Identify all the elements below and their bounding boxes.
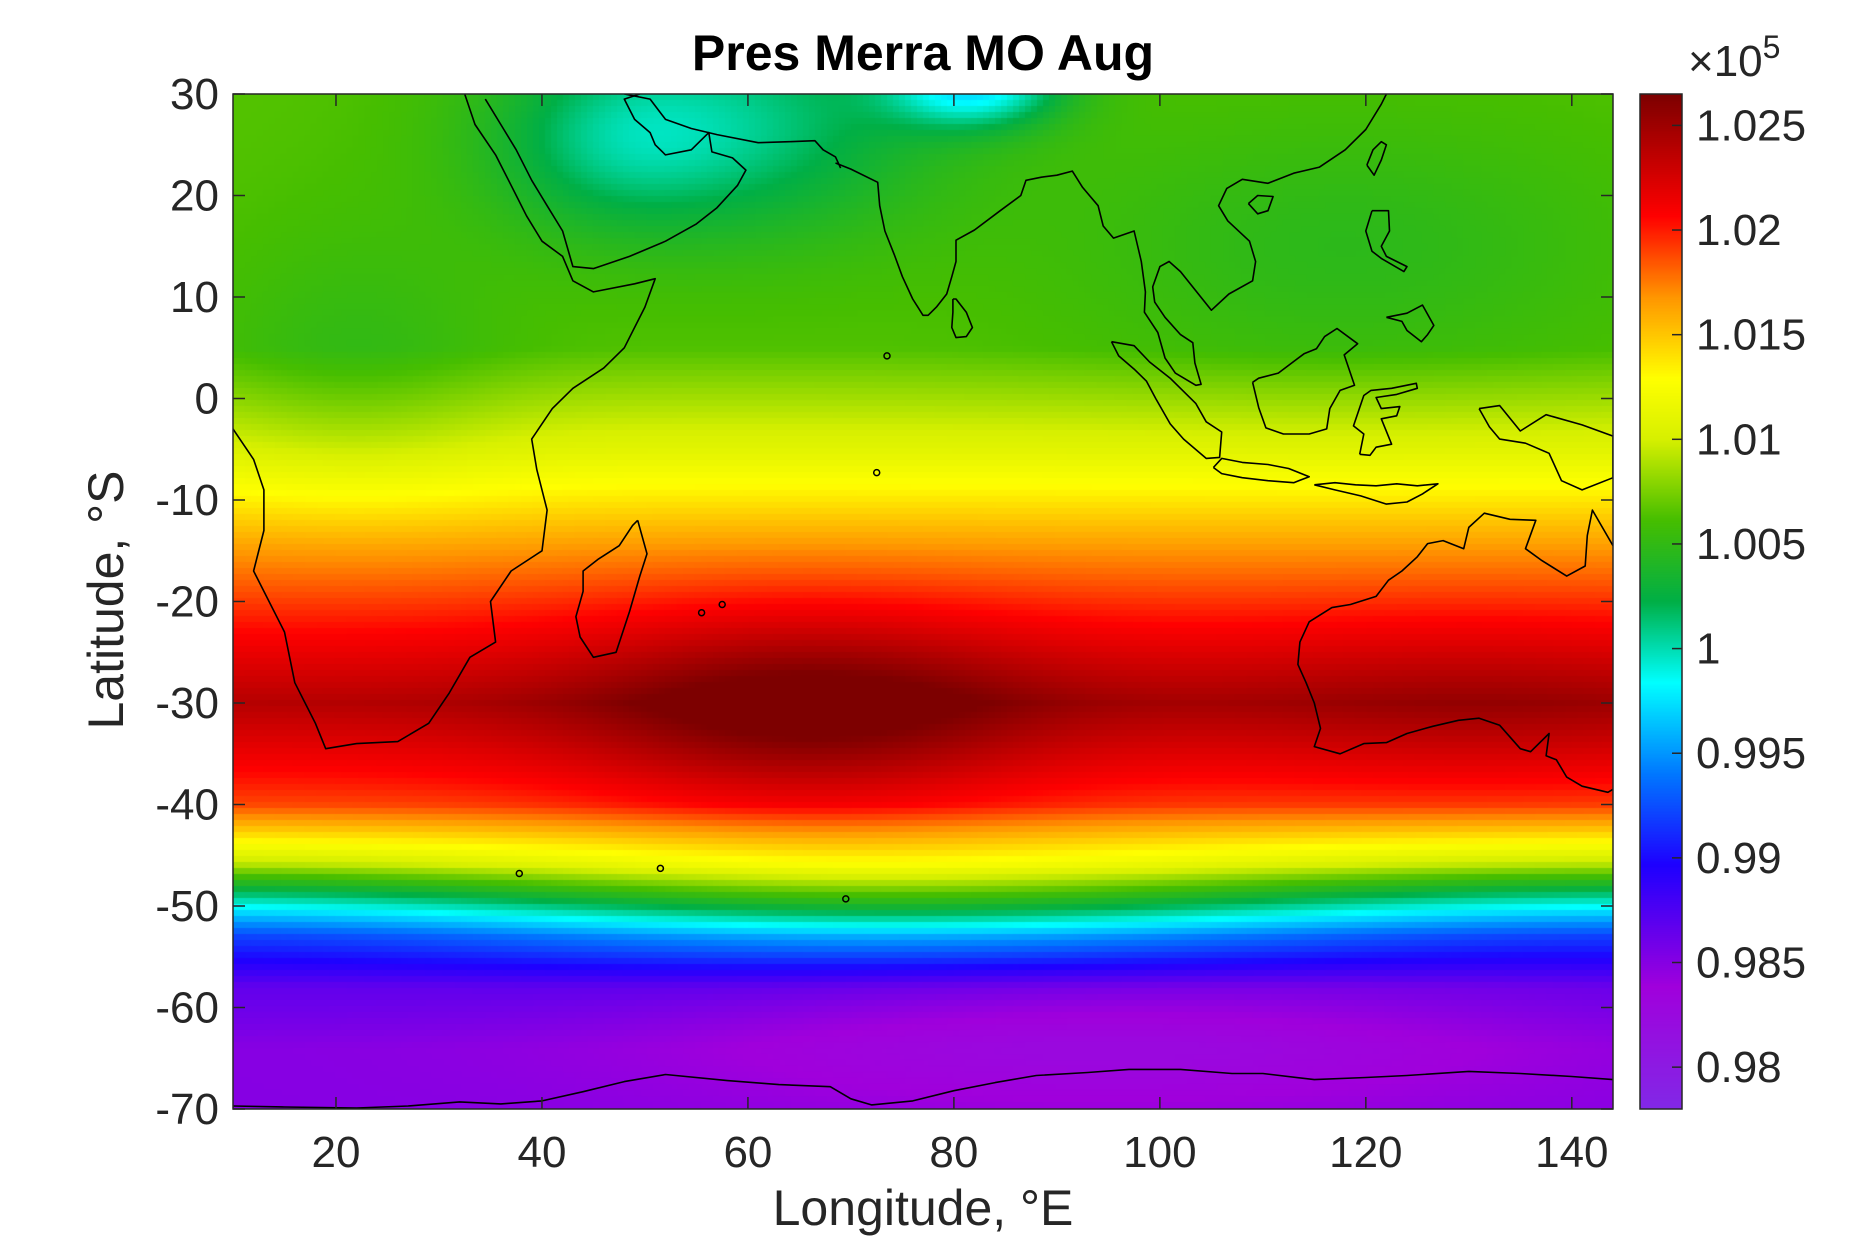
y-tick-label: -10 xyxy=(155,476,219,525)
coastline-segment xyxy=(624,94,842,169)
colorbar-tick-label: 0.995 xyxy=(1696,729,1806,778)
coastline-segment xyxy=(1297,509,1613,794)
colorbar-frame xyxy=(1639,93,1683,1110)
heatmap-canvas xyxy=(233,94,1613,1109)
colorbar-tick-label: 1.02 xyxy=(1696,206,1782,255)
x-tick-label: 120 xyxy=(1329,1128,1402,1177)
coastline-segment xyxy=(1251,327,1359,435)
heatmap-plot xyxy=(232,93,1614,1110)
coastline-segment xyxy=(1366,140,1388,176)
y-tick-label: -50 xyxy=(155,882,219,931)
chart-title: Pres Merra MO Aug xyxy=(692,25,1154,81)
colorbar-gradient xyxy=(1640,94,1682,1109)
x-tick-label: 40 xyxy=(517,1128,566,1177)
coastline-segment xyxy=(835,94,1388,387)
colorbar-tick-label: 1.005 xyxy=(1696,520,1806,569)
x-tick-label: 100 xyxy=(1123,1128,1196,1177)
y-tick-label: 0 xyxy=(195,375,219,424)
y-tick-label: 10 xyxy=(170,273,219,322)
colorbar-exponent: ×105 xyxy=(1688,29,1780,86)
coastline-segment xyxy=(233,1068,1613,1109)
island-outline xyxy=(718,600,726,609)
coastline-segment xyxy=(1247,194,1274,215)
coastline-segment xyxy=(233,94,656,750)
x-tick-label: 140 xyxy=(1535,1128,1608,1177)
y-tick-label: 30 xyxy=(170,70,219,119)
island-outline xyxy=(656,864,665,873)
y-tick-label: -20 xyxy=(155,578,219,627)
x-tick-label: 80 xyxy=(929,1128,978,1177)
colorbar-tick-label: 0.985 xyxy=(1696,939,1806,988)
colorbar-tick-label: 1 xyxy=(1696,625,1720,674)
coastline-segment xyxy=(1365,209,1408,273)
island-outline xyxy=(883,352,891,360)
coastline-segment xyxy=(1478,404,1613,491)
coastline-segment xyxy=(575,519,648,659)
coastline-segment xyxy=(1314,481,1439,505)
y-tick-label: -60 xyxy=(155,984,219,1033)
y-axis: 30 20 10 0 -10 -20 -30 -40 -50 -60 -70 xyxy=(155,70,1613,1134)
island-outline xyxy=(697,608,706,617)
y-tick-label: 20 xyxy=(170,172,219,221)
coastline-segment xyxy=(1352,382,1419,457)
x-tick-label: 60 xyxy=(723,1128,772,1177)
colorbar: 1.025 1.02 1.015 1.01 1.005 1 0.995 0.99 0.985 0.… xyxy=(1639,29,1806,1110)
colorbar-ticks: 1.025 1.02 1.015 1.01 1.005 1 0.995 0.99 0.985 0.… xyxy=(1672,101,1806,1092)
coastline-segment xyxy=(951,298,974,339)
colorbar-tick-label: 0.98 xyxy=(1696,1043,1782,1092)
x-axis: 20 40 60 80 100 120 140 xyxy=(312,94,1609,1177)
x-tick-label: 20 xyxy=(312,1128,361,1177)
coastline-segment xyxy=(484,94,747,270)
coastline-segment xyxy=(1212,457,1310,484)
colorbar-tick-label: 0.99 xyxy=(1696,834,1782,883)
island-outline xyxy=(515,869,524,878)
y-tick-label: -30 xyxy=(155,679,219,728)
coastline-segment xyxy=(1110,340,1223,460)
coastline-segment xyxy=(1386,304,1435,343)
y-axis-label: Latitude, °S xyxy=(78,470,134,729)
coastline-overlay xyxy=(233,94,1613,1109)
y-tick-label: -40 xyxy=(155,781,219,830)
island-outline xyxy=(872,468,881,477)
colorbar-tick-label: 1.01 xyxy=(1696,415,1782,464)
colorbar-tick-label: 1.025 xyxy=(1696,101,1806,150)
island-outline xyxy=(842,895,850,903)
y-tick-label: -70 xyxy=(155,1085,219,1134)
colorbar-tick-label: 1.015 xyxy=(1696,311,1806,360)
x-axis-label: Longitude, °E xyxy=(773,1180,1074,1236)
